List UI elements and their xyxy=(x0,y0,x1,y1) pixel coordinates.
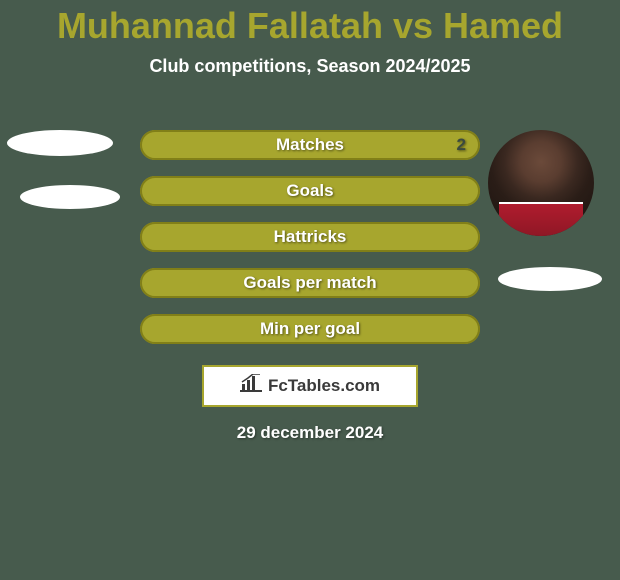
page-title: Muhannad Fallatah vs Hamed xyxy=(0,0,620,46)
player-right-face xyxy=(488,130,594,236)
player-right-placeholder xyxy=(498,267,602,291)
stat-bar-label: Goals per match xyxy=(140,268,480,298)
stat-bar-row: Matches2 xyxy=(140,130,480,160)
player-left-placeholder-2 xyxy=(20,185,120,209)
stat-bar-row: Hattricks xyxy=(140,222,480,252)
comparison-area: Matches2 Goals Hattricks Goals per match Min… xyxy=(0,97,620,357)
stat-bars: Matches2 Goals Hattricks Goals per match Min… xyxy=(140,130,480,360)
infographic-canvas: Muhannad Fallatah vs Hamed Club competit… xyxy=(0,0,620,580)
brand-text: FcTables.com xyxy=(268,376,380,396)
stat-bar-value-right: 2 xyxy=(457,130,466,160)
date-line: 29 december 2024 xyxy=(0,423,620,443)
stat-bar-row: Min per goal xyxy=(140,314,480,344)
stat-bar-label: Matches xyxy=(140,130,480,160)
stat-bar-label: Hattricks xyxy=(140,222,480,252)
stat-bar-label: Goals xyxy=(140,176,480,206)
subtitle: Club competitions, Season 2024/2025 xyxy=(0,56,620,77)
stat-bar-row: Goals xyxy=(140,176,480,206)
stat-bar-label: Min per goal xyxy=(140,314,480,344)
stat-bar-row: Goals per match xyxy=(140,268,480,298)
player-right-avatar xyxy=(488,130,594,236)
brand-box: FcTables.com xyxy=(202,365,418,407)
player-left-placeholder-1 xyxy=(7,130,113,156)
bar-chart-icon xyxy=(240,374,262,397)
